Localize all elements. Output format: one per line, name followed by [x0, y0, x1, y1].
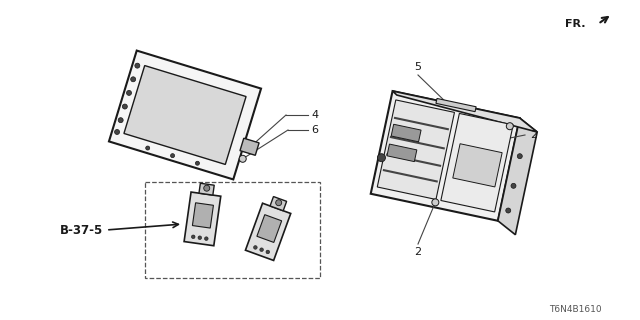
Polygon shape [193, 203, 213, 228]
Polygon shape [391, 124, 421, 142]
Polygon shape [246, 203, 291, 260]
Polygon shape [452, 144, 502, 187]
Polygon shape [270, 196, 287, 211]
Text: 2: 2 [530, 130, 537, 140]
Circle shape [378, 154, 385, 162]
Circle shape [276, 200, 282, 206]
Circle shape [482, 168, 496, 182]
Polygon shape [257, 215, 282, 243]
Circle shape [239, 155, 246, 162]
Circle shape [205, 237, 208, 240]
Polygon shape [184, 192, 221, 246]
Circle shape [135, 63, 140, 68]
Circle shape [260, 248, 264, 252]
Polygon shape [498, 118, 537, 235]
Text: T6N4B1610: T6N4B1610 [548, 306, 602, 315]
Polygon shape [240, 138, 259, 155]
Circle shape [198, 236, 202, 239]
Polygon shape [199, 183, 214, 195]
Circle shape [115, 130, 120, 134]
Circle shape [118, 118, 123, 123]
Circle shape [122, 104, 127, 109]
Circle shape [266, 250, 269, 254]
Circle shape [517, 154, 522, 159]
Circle shape [195, 161, 200, 165]
Circle shape [127, 91, 131, 95]
Text: 5: 5 [415, 62, 422, 72]
Circle shape [506, 208, 511, 213]
Polygon shape [124, 66, 246, 164]
Polygon shape [109, 51, 261, 180]
Text: 2: 2 [415, 247, 422, 257]
Text: B-37-5: B-37-5 [60, 223, 103, 236]
Polygon shape [392, 91, 537, 132]
Circle shape [204, 185, 210, 191]
Polygon shape [377, 100, 454, 199]
Text: 6: 6 [311, 125, 318, 135]
Circle shape [432, 199, 439, 206]
Circle shape [191, 235, 195, 239]
Polygon shape [387, 144, 417, 162]
Polygon shape [436, 99, 476, 112]
Polygon shape [371, 91, 520, 221]
Circle shape [253, 246, 257, 249]
Text: FR.: FR. [564, 19, 585, 29]
Circle shape [506, 123, 513, 130]
Circle shape [171, 154, 175, 158]
Circle shape [511, 183, 516, 188]
Polygon shape [441, 113, 513, 212]
Circle shape [146, 146, 150, 150]
Text: 4: 4 [311, 110, 318, 120]
Circle shape [131, 77, 136, 82]
